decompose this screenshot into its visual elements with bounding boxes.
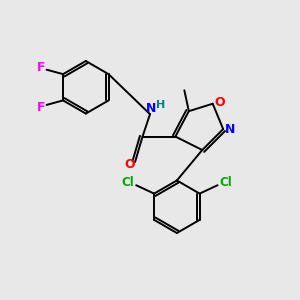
Text: N: N xyxy=(224,123,235,136)
Text: F: F xyxy=(37,101,46,114)
Text: Cl: Cl xyxy=(220,176,232,189)
Text: O: O xyxy=(124,158,135,171)
Text: Cl: Cl xyxy=(122,176,134,189)
Text: F: F xyxy=(37,61,46,74)
Text: O: O xyxy=(215,96,226,109)
Text: N: N xyxy=(146,102,157,115)
Text: H: H xyxy=(156,100,165,110)
